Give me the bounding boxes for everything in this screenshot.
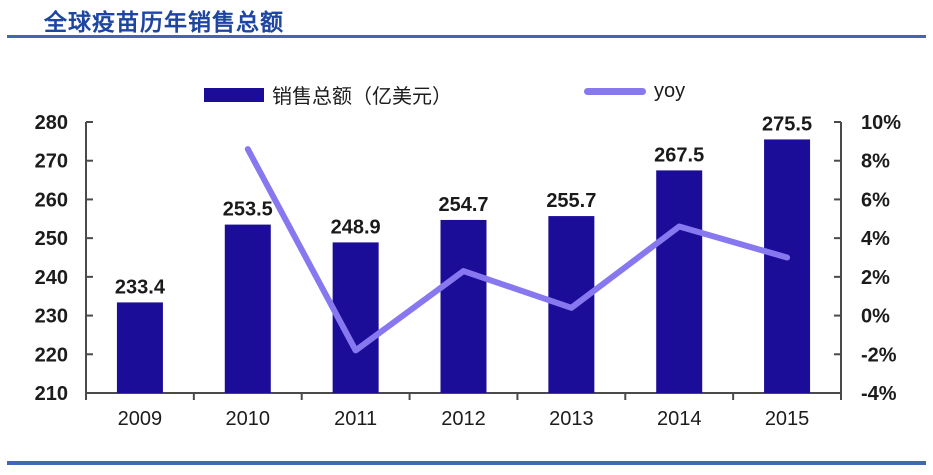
line-swatch-icon — [584, 88, 646, 95]
sales-bar — [440, 219, 487, 393]
bar-value-label: 254.7 — [438, 194, 488, 216]
left-axis-tick-label: 260 — [35, 189, 68, 211]
legend-item-sales: 销售总额（亿美元） — [204, 80, 452, 109]
right-axis-tick-label: 10% — [861, 112, 901, 134]
x-axis-category-label: 2010 — [226, 408, 271, 430]
bar-value-label: 255.7 — [546, 190, 596, 212]
sales-bar — [656, 170, 703, 393]
chart-legend: 销售总额（亿美元） yoy — [0, 80, 933, 108]
x-axis-category-label: 2013 — [549, 408, 594, 430]
right-axis-tick-label: 8% — [861, 151, 890, 173]
x-axis-category-label: 2009 — [118, 408, 163, 430]
x-axis-category-label: 2015 — [765, 408, 810, 430]
right-axis-tick-label: 0% — [861, 306, 890, 328]
right-axis-tick-label: -4% — [861, 383, 897, 405]
bar-value-label: 253.5 — [223, 199, 273, 221]
right-axis-tick-label: -2% — [861, 344, 897, 366]
sales-bar — [116, 302, 163, 393]
right-axis-tick-label: 4% — [861, 228, 890, 250]
x-axis-category-label: 2014 — [657, 408, 702, 430]
page-title: 全球疫苗历年销售总额 — [44, 10, 284, 35]
footer-rule — [7, 461, 926, 465]
left-axis-tick-label: 210 — [35, 383, 68, 405]
title-underline-rule — [7, 35, 926, 38]
x-axis-category-label: 2012 — [441, 408, 486, 430]
legend-label-sales: 销售总额（亿美元） — [272, 86, 452, 108]
right-axis-tick-label: 2% — [861, 267, 890, 289]
sales-bar — [224, 224, 271, 393]
legend-item-yoy: yoy — [584, 80, 685, 103]
bar-value-label: 275.5 — [762, 113, 812, 135]
yoy-line — [244, 146, 791, 354]
left-axis-tick-label: 230 — [35, 306, 68, 328]
x-axis-category-label: 2011 — [334, 408, 377, 430]
right-axis-tick-label: 6% — [861, 189, 890, 211]
bar-swatch-icon — [204, 87, 264, 102]
bar-value-label: 248.9 — [331, 216, 381, 238]
left-axis-tick-label: 240 — [35, 267, 68, 289]
left-axis-tick-label: 270 — [35, 151, 68, 173]
left-axis-tick-label: 280 — [35, 112, 68, 134]
left-axis-tick-label: 250 — [35, 228, 68, 250]
legend-label-yoy: yoy — [654, 80, 686, 102]
left-axis-tick-label: 220 — [35, 344, 68, 366]
bar-value-label: 233.4 — [115, 276, 166, 298]
bar-value-label: 267.5 — [654, 144, 704, 166]
sales-bar — [764, 139, 811, 393]
